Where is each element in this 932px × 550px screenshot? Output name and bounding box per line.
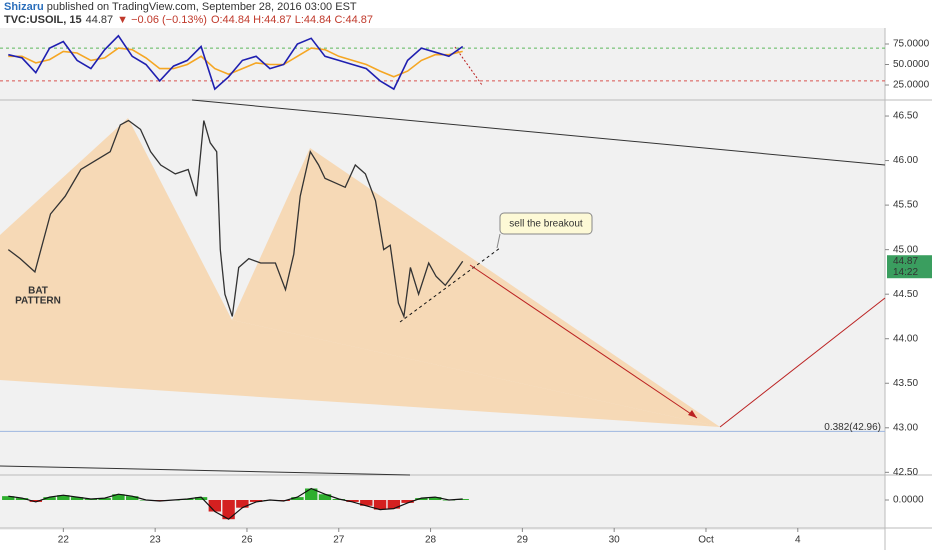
callout-text: sell the breakout [509, 219, 583, 230]
y-tick-label: 44.00 [893, 333, 918, 344]
pattern-shade [0, 118, 720, 427]
countdown-label: 14:22 [893, 267, 918, 278]
trend-line [191, 99, 886, 166]
histogram-bar [401, 500, 414, 503]
histogram-bar [249, 500, 263, 502]
x-tick-label: 4 [795, 535, 801, 546]
histogram-bar [428, 497, 442, 500]
x-tick-label: 29 [517, 535, 529, 546]
trend-line [0, 465, 411, 476]
y-tick-label: 44.50 [893, 289, 918, 300]
projection-line [719, 297, 886, 428]
header-line: Shizaru published on TradingView.com, Se… [4, 1, 357, 13]
y-tick-label: 0.0000 [893, 495, 924, 506]
y-tick-label: 46.00 [893, 155, 918, 166]
signal-line [8, 487, 463, 520]
histogram-bar [15, 498, 29, 500]
x-tick-label: 27 [333, 535, 345, 546]
pattern-label: BAT [28, 286, 48, 297]
last-price-label: 44.87 [893, 256, 918, 267]
histogram-bar [57, 495, 70, 500]
y-tick-label: 46.50 [893, 111, 918, 122]
data-line [7, 119, 464, 319]
y-tick-label: 43.00 [893, 422, 918, 433]
callout-box [499, 212, 593, 235]
histogram-bar [373, 500, 387, 510]
histogram-bar [222, 500, 235, 520]
x-tick-label: Oct [698, 535, 714, 546]
y-tick-label: 45.50 [893, 200, 918, 211]
histogram-bar [318, 494, 332, 500]
y-tick-label: 42.50 [893, 467, 918, 478]
histogram-bar [360, 500, 373, 506]
histogram-bar [98, 498, 111, 500]
data-line [8, 47, 463, 78]
change: ▼ −0.06 (−0.13%) [117, 14, 207, 26]
last: 44.87 [86, 14, 114, 26]
x-tick-label: 22 [58, 535, 70, 546]
x-tick-label: 23 [150, 535, 162, 546]
histogram-bar [29, 500, 43, 502]
x-tick-label: 26 [241, 535, 253, 546]
histogram-bar [305, 488, 318, 500]
histogram-bar [236, 500, 249, 508]
ohlc: O:44.84 H:44.87 L:44.84 C:44.87 [211, 14, 373, 26]
histogram-bar [126, 496, 139, 500]
y-tick-label: 45.00 [893, 244, 918, 255]
published: published on TradingView.com, September … [44, 1, 357, 13]
symbol: TVC:USOIL, 15 [4, 14, 82, 26]
histogram-bar [2, 496, 15, 500]
y-tick-label: 43.50 [893, 378, 918, 389]
pattern-shade [232, 148, 720, 427]
y-tick-label: 75.0000 [893, 39, 930, 50]
data-line [8, 34, 464, 91]
y-tick-label: 25.0000 [893, 80, 930, 91]
pattern-label: PATTERN [15, 296, 61, 307]
histogram-bar [43, 497, 56, 500]
histogram-bar [346, 500, 359, 502]
histogram-bar [70, 497, 84, 500]
x-tick-label: 28 [425, 535, 437, 546]
publisher: Shizaru [4, 1, 44, 13]
callout-pointer [496, 233, 501, 249]
countdown-tag [887, 266, 932, 279]
breakout-line [399, 247, 501, 323]
arrow-head [688, 410, 697, 418]
x-tick-label: 30 [609, 535, 621, 546]
histogram-bar [387, 500, 401, 509]
fib-label: 0.382(42.96) [824, 422, 881, 433]
projection-line [469, 264, 698, 419]
histogram-bar [112, 494, 125, 500]
histogram-bar [415, 498, 428, 500]
histogram-bar [208, 500, 222, 512]
symbol-line: TVC:USOIL, 15 44.87 ▼ −0.06 (−0.13%) O:44.8… [4, 14, 373, 26]
histogram-bar [291, 497, 304, 500]
histogram-bar [194, 497, 208, 500]
y-tick-label: 50.0000 [893, 59, 930, 70]
last-price-tag [887, 255, 932, 268]
